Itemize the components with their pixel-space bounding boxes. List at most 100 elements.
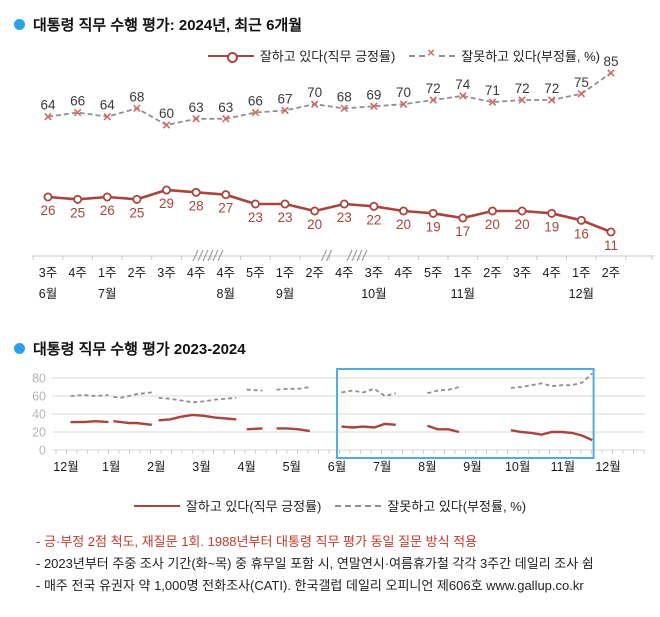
svg-text:10월: 10월 xyxy=(505,460,530,474)
top-chart-title-row: 대통령 직무 수행 평가: 2024년, 최근 6개월 xyxy=(14,14,302,35)
svg-text:66: 66 xyxy=(70,94,85,109)
svg-text:71: 71 xyxy=(485,83,500,98)
svg-text:23: 23 xyxy=(337,210,352,225)
svg-text:20: 20 xyxy=(307,217,322,232)
svg-text:20: 20 xyxy=(515,217,530,232)
svg-text:63: 63 xyxy=(218,100,233,115)
svg-text:12월: 12월 xyxy=(595,460,620,474)
svg-text:85: 85 xyxy=(603,54,618,69)
svg-text:1월: 1월 xyxy=(102,460,120,474)
svg-text:64: 64 xyxy=(40,98,56,113)
svg-text:4월: 4월 xyxy=(237,460,255,474)
svg-text:5월: 5월 xyxy=(283,460,301,474)
legend-approve: 잘하고 있다(직무 긍정률) xyxy=(207,46,395,65)
svg-text:8월: 8월 xyxy=(418,460,436,474)
bottom-chart-gridlines: 80 60 40 20 0 xyxy=(32,372,645,458)
svg-text:5주: 5주 xyxy=(246,266,264,280)
svg-text:12월: 12월 xyxy=(53,460,78,474)
top-chart: 64 66 64 68 60 63 63 66 67 70 68 69 70 72 74 71 72 72 75 85… xyxy=(32,54,655,301)
svg-text:25: 25 xyxy=(70,205,85,220)
svg-text:60: 60 xyxy=(32,390,46,404)
svg-text:1주: 1주 xyxy=(276,266,294,280)
svg-text:11월: 11월 xyxy=(451,287,475,301)
svg-text:8월: 8월 xyxy=(217,287,235,301)
svg-text:4주: 4주 xyxy=(394,266,412,280)
top-chart-legend: 잘하고 있다(직무 긍정률) × 잘못하고 있다(부정률, %) xyxy=(207,44,600,65)
legend-disapprove-label: 잘못하고 있다(부정률, %) xyxy=(387,499,527,514)
bottom-chart: 80 60 40 20 0 12월 1월 2월 3월 4월 5월 6월 7월 8월 9월 10월 11월 12월 xyxy=(32,368,645,474)
svg-text:28: 28 xyxy=(189,198,204,213)
svg-text:68: 68 xyxy=(129,89,144,104)
bottom-chart-highlight-box xyxy=(336,368,595,459)
top-chart-disapprove-series: 64 66 64 68 60 63 63 66 67 70 68 69 70 72 74 71 72 72 75 85 xyxy=(40,54,618,129)
legend-disapprove: × 잘못하고 있다(부정률, %) xyxy=(409,44,600,65)
approve-line-swatch-icon xyxy=(133,504,180,507)
svg-text:64: 64 xyxy=(100,98,116,113)
svg-text:12월: 12월 xyxy=(569,287,594,301)
svg-text:26: 26 xyxy=(100,203,115,218)
svg-text:20: 20 xyxy=(485,217,500,232)
legend-disapprove-label: 잘못하고 있다(부정률, %) xyxy=(461,49,600,64)
top-chart-month-labels: 6월 7월 8월 9월 10월 11월 12월 xyxy=(39,287,594,301)
svg-text:2주: 2주 xyxy=(305,266,323,280)
top-chart-title: 대통령 직무 수행 평가: 2024년, 최근 6개월 xyxy=(33,17,303,34)
svg-text:72: 72 xyxy=(426,81,441,96)
svg-text:3주: 3주 xyxy=(365,266,383,280)
svg-text:70: 70 xyxy=(396,85,411,100)
svg-text:6월: 6월 xyxy=(328,460,346,474)
bottom-chart-legend: 잘하고 있다(직무 긍정률) 잘못하고 있다(부정률, %) xyxy=(0,496,660,515)
svg-text:0: 0 xyxy=(39,444,46,458)
legend-approve: 잘하고 있다(직무 긍정률) xyxy=(133,496,322,515)
svg-text:2주: 2주 xyxy=(128,266,146,280)
svg-text:72: 72 xyxy=(544,81,559,96)
svg-text:22: 22 xyxy=(366,212,381,227)
svg-text:66: 66 xyxy=(248,94,263,109)
svg-text:68: 68 xyxy=(337,89,352,104)
top-chart-approve-series: 26 25 26 25 29 28 27 23 23 20 23 22 20 19 17 20 20 19 16 11 xyxy=(40,185,618,253)
svg-text:75: 75 xyxy=(574,75,589,90)
svg-text:23: 23 xyxy=(278,210,293,225)
svg-text:3주: 3주 xyxy=(157,266,175,280)
svg-text:2주: 2주 xyxy=(602,266,620,280)
circle-marker-icon xyxy=(226,51,238,63)
svg-text:74: 74 xyxy=(455,77,471,92)
svg-text:11: 11 xyxy=(604,238,618,253)
svg-text:6월: 6월 xyxy=(39,287,57,301)
svg-text:67: 67 xyxy=(278,91,293,106)
bottom-chart-month-labels: 12월 1월 2월 3월 4월 5월 6월 7월 8월 9월 10월 11월 12월 xyxy=(53,460,620,474)
svg-text:60: 60 xyxy=(159,106,174,121)
svg-text:70: 70 xyxy=(307,85,322,100)
svg-text:16: 16 xyxy=(574,226,589,241)
svg-text:3주: 3주 xyxy=(39,266,57,280)
svg-text:9월: 9월 xyxy=(463,460,481,474)
svg-text:1주: 1주 xyxy=(98,266,116,280)
bottom-chart-title: 대통령 직무 수행 평가 2023-2024 xyxy=(33,341,246,358)
svg-text:9월: 9월 xyxy=(276,287,294,301)
legend-approve-label: 잘하고 있다(직무 긍정률) xyxy=(185,499,322,514)
svg-text:27: 27 xyxy=(218,201,233,216)
svg-text:23: 23 xyxy=(248,210,263,225)
x-marker-icon: × xyxy=(426,44,436,60)
svg-text:19: 19 xyxy=(544,219,559,234)
svg-text:4주: 4주 xyxy=(335,266,353,280)
svg-text:4주: 4주 xyxy=(187,266,205,280)
svg-text:10월: 10월 xyxy=(361,287,386,301)
svg-text:26: 26 xyxy=(40,203,55,218)
blue-bullet-icon xyxy=(14,343,25,354)
top-chart-axis xyxy=(32,249,655,262)
svg-text:4주: 4주 xyxy=(217,266,235,280)
blue-bullet-icon xyxy=(14,19,25,30)
disapprove-line-swatch-icon xyxy=(335,504,382,507)
svg-text:20: 20 xyxy=(32,426,46,440)
svg-text:1주: 1주 xyxy=(572,266,590,280)
svg-text:40: 40 xyxy=(32,408,46,422)
svg-text:69: 69 xyxy=(366,87,381,102)
legend-disapprove: 잘못하고 있다(부정률, %) xyxy=(335,496,526,515)
svg-text:1주: 1주 xyxy=(454,266,472,280)
footnote-schedule: - 2023년부터 주중 조사 기간(화~목) 중 휴무일 포함 시, 연말연시… xyxy=(36,556,594,571)
svg-text:80: 80 xyxy=(32,372,46,386)
svg-text:4주: 4주 xyxy=(542,266,560,280)
footnote-source: - 매주 전국 유권자 약 1,000명 전화조사(CATI). 한국갤럽 데일… xyxy=(36,578,584,593)
